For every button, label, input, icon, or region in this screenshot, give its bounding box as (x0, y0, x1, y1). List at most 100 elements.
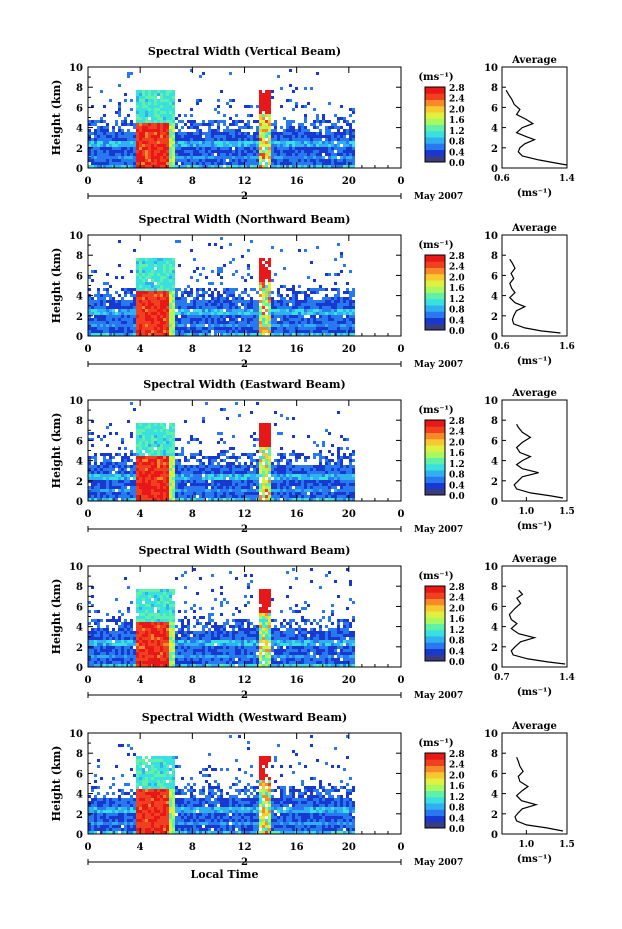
x-tick-label: 0 (85, 509, 92, 520)
avg-y-tick-label: 4 (491, 124, 498, 135)
x-tick-label: 8 (189, 842, 196, 853)
x-tick-label: 0 (85, 675, 92, 686)
x-tick-label: 16 (290, 176, 304, 187)
heatmap-cells (88, 735, 355, 834)
avg-x-tick-label: 1.6 (559, 342, 575, 352)
avg-x-label: (ms⁻¹) (517, 687, 552, 698)
day-marker: 2 (241, 359, 248, 370)
average-frame (501, 66, 568, 169)
avg-y-tick-label: 6 (491, 602, 498, 613)
x-tick-label: 20 (342, 176, 356, 187)
colorbar-tick-label: 0.0 (449, 159, 465, 169)
colorbar-tick-label: 0.8 (449, 138, 465, 148)
y-tick-label: 8 (76, 83, 83, 94)
x-tick-label: 0 (398, 675, 405, 686)
avg-x-tick-label: 1.4 (559, 673, 575, 683)
y-axis-label: Height (km) (50, 746, 63, 822)
avg-x-tick-label: 0.7 (494, 673, 510, 683)
colorbar-swatch (425, 803, 445, 810)
colorbar-unit-label: (ms⁻¹) (418, 72, 453, 83)
avg-y-tick-label: 6 (491, 769, 498, 780)
colorbar-tick-label: 0.4 (449, 316, 465, 326)
colorbar-tick-label: 0.0 (449, 658, 465, 668)
avg-y-tick-label: 4 (491, 292, 498, 303)
colorbar-tick-label: 1.6 (449, 116, 465, 126)
y-tick-label: 2 (76, 144, 83, 155)
colorbar-tick-label: 0.8 (449, 804, 465, 814)
avg-y-tick-label: 4 (491, 457, 498, 468)
date-label: May 2007 (414, 192, 463, 202)
average-frame (501, 399, 568, 502)
date-label: May 2007 (414, 360, 463, 370)
colorbar-tick-label: 2.4 (449, 95, 465, 105)
colorbar-swatch (425, 753, 445, 760)
x-tick-label: 20 (342, 509, 356, 520)
x-tick-label: 12 (238, 176, 252, 187)
y-tick-label: 2 (76, 810, 83, 821)
colorbar-swatch (425, 765, 445, 773)
avg-y-tick-label: 0 (491, 497, 498, 508)
colorbar-unit-label: (ms⁻¹) (418, 240, 453, 251)
date-label: May 2007 (414, 691, 463, 701)
x-tick-label: 8 (189, 509, 196, 520)
panel-4: Spectral Width (Southward Beam) 0 2 4 6 8 10 He… (50, 544, 575, 701)
y-tick-label: 0 (76, 497, 83, 508)
colorbar-swatch (425, 586, 445, 593)
average-profile-line (505, 89, 568, 166)
x-tick-label: 4 (137, 509, 144, 520)
y-tick-label: 6 (76, 103, 83, 114)
avg-x-tick-label: 0.6 (494, 174, 510, 184)
y-tick-label: 8 (76, 749, 83, 760)
x-tick-label: 12 (238, 842, 252, 853)
y-tick-label: 10 (69, 396, 83, 407)
avg-y-tick-label: 0 (491, 663, 498, 674)
average-title: Average (511, 223, 557, 234)
average-profile-line (513, 423, 564, 499)
colorbar-swatch (425, 112, 445, 119)
colorbar-swatch (425, 617, 445, 624)
colorbar: 2.82.42.01.61.20.80.40.0 (424, 750, 465, 835)
day-marker: 2 (241, 524, 248, 535)
avg-y-tick-label: 2 (491, 810, 498, 821)
y-tick-label: 4 (76, 292, 83, 303)
x-tick-label: 12 (238, 344, 252, 355)
avg-y-tick-label: 8 (491, 749, 498, 760)
colorbar-tick-label: 1.6 (449, 782, 465, 792)
panel-5: Spectral Width (Westward Beam) 0 2 4 6 8 10 Hei… (50, 711, 575, 868)
average-profile: Average 0 2 4 6 8 10 1.0 1.5 (ms⁻¹) (484, 388, 575, 532)
avg-x-label: (ms⁻¹) (517, 521, 552, 532)
avg-y-tick-label: 10 (484, 231, 498, 242)
colorbar-swatch (425, 809, 445, 816)
colorbar-swatch (425, 143, 445, 150)
x-tick-label: 4 (137, 675, 144, 686)
panel-2: Spectral Width (Northward Beam) 0 2 4 6 8 10 He… (50, 213, 575, 370)
colorbar-swatch (425, 642, 445, 649)
colorbar-tick-label: 1.6 (449, 449, 465, 459)
avg-y-tick-label: 4 (491, 623, 498, 634)
colorbar-swatch (425, 796, 445, 804)
colorbar-swatch (425, 311, 445, 318)
y-tick-label: 0 (76, 164, 83, 175)
colorbar-unit-label: (ms⁻¹) (418, 405, 453, 416)
avg-x-tick-label: 0.6 (494, 342, 510, 352)
y-tick-label: 0 (76, 830, 83, 841)
y-tick-label: 8 (76, 416, 83, 427)
average-profile: Average 0 2 4 6 8 10 0.6 1.6 (ms⁻¹) (484, 223, 575, 367)
avg-x-label: (ms⁻¹) (517, 188, 552, 199)
avg-x-label: (ms⁻¹) (517, 356, 552, 367)
y-tick-label: 10 (69, 231, 83, 242)
y-tick-label: 2 (76, 643, 83, 654)
avg-x-tick-label: 1.0 (519, 507, 535, 517)
colorbar-tick-label: 0.0 (449, 825, 465, 835)
x-tick-label: 16 (290, 344, 304, 355)
colorbar-swatch (425, 778, 445, 785)
colorbar-tick-label: 2.4 (449, 428, 465, 438)
y-tick-label: 4 (76, 623, 83, 634)
colorbar-swatch (425, 636, 445, 643)
panel-title: Spectral Width (Westward Beam) (142, 711, 347, 724)
colorbar-swatch (425, 99, 445, 107)
heatmap-cells (88, 69, 355, 168)
colorbar-swatch (425, 790, 445, 798)
avg-y-tick-label: 2 (491, 144, 498, 155)
avg-y-tick-label: 8 (491, 416, 498, 427)
